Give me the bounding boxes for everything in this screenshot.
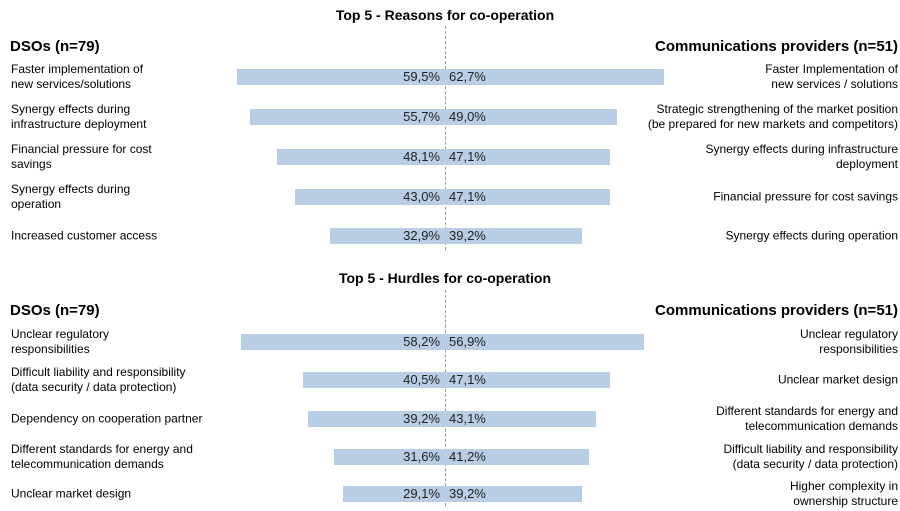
category-label: Financial pressure for cost savings (11, 142, 152, 171)
value-label: 41,2% (449, 449, 486, 464)
category-label: Faster implementation of new services/so… (11, 62, 144, 91)
value-label: 39,2% (449, 228, 486, 243)
value-label: 56,9% (449, 334, 486, 349)
value-label: 43,0% (403, 189, 440, 204)
value-label: 43,1% (449, 411, 486, 426)
bar (445, 411, 596, 427)
bar (303, 372, 445, 388)
bar (445, 449, 590, 465)
category-label: Synergy effects during infrastructure de… (705, 142, 898, 171)
series-header: Communications providers (n=51) (655, 302, 898, 319)
bar (307, 411, 445, 427)
bar (294, 189, 445, 205)
value-label: 40,5% (403, 372, 440, 387)
value-label: 47,1% (449, 372, 486, 387)
bar (236, 69, 445, 85)
category-label: Synergy effects during operation (725, 228, 898, 243)
value-label: 47,1% (449, 149, 486, 164)
bar (445, 189, 610, 205)
bar (445, 149, 610, 165)
chart-title: Top 5 - Hurdles for co-operation (338, 270, 552, 286)
bar (445, 372, 610, 388)
value-label: 39,2% (449, 486, 486, 501)
bar (329, 228, 445, 244)
value-label: 59,5% (403, 69, 440, 84)
bar (250, 109, 445, 125)
value-label: 47,1% (449, 189, 486, 204)
bar (241, 334, 445, 350)
category-label: Increased customer access (11, 228, 158, 243)
value-label: 55,7% (403, 109, 440, 124)
bar (445, 109, 617, 125)
bar (445, 228, 583, 244)
bar (343, 486, 445, 502)
value-label: 39,2% (403, 411, 440, 426)
category-label: Unclear regulatory responsibilities (11, 327, 110, 356)
value-label: 48,1% (403, 149, 440, 164)
category-label: Different standards for energy and telec… (11, 442, 193, 471)
center-line (445, 290, 446, 506)
bar (276, 149, 445, 165)
series-header: DSOs (n=79) (10, 38, 100, 55)
value-label: 58,2% (403, 334, 440, 349)
category-label: Higher complexity in ownership structure (789, 479, 898, 508)
category-label: Difficult liability and responsibility (… (11, 365, 186, 394)
category-label: Faster Implementation of new services / … (765, 62, 898, 91)
value-label: 29,1% (403, 486, 440, 501)
category-label: Synergy effects during operation (11, 182, 131, 211)
bar (445, 486, 583, 502)
category-label: Unclear regulatory responsibilities (799, 327, 898, 356)
category-label: Strategic strengthening of the market po… (647, 102, 898, 131)
category-label: Unclear market design (777, 372, 898, 387)
center-line (445, 26, 446, 250)
category-label: Different standards for energy and telec… (716, 404, 898, 433)
value-label: 62,7% (449, 69, 486, 84)
category-label: Dependency on cooperation partner (11, 411, 203, 426)
category-label: Synergy effects during infrastructure de… (11, 102, 147, 131)
value-label: 31,6% (403, 449, 440, 464)
value-label: 49,0% (449, 109, 486, 124)
bar (334, 449, 445, 465)
value-label: 32,9% (403, 228, 440, 243)
chart-title: Top 5 - Reasons for co-operation (335, 7, 555, 23)
bar (445, 69, 665, 85)
series-header: Communications providers (n=51) (655, 38, 898, 55)
category-label: Unclear market design (11, 486, 132, 501)
category-label: Financial pressure for cost savings (713, 189, 898, 204)
category-label: Difficult liability and responsibility (… (723, 442, 898, 471)
series-header: DSOs (n=79) (10, 302, 100, 319)
bar (445, 334, 645, 350)
